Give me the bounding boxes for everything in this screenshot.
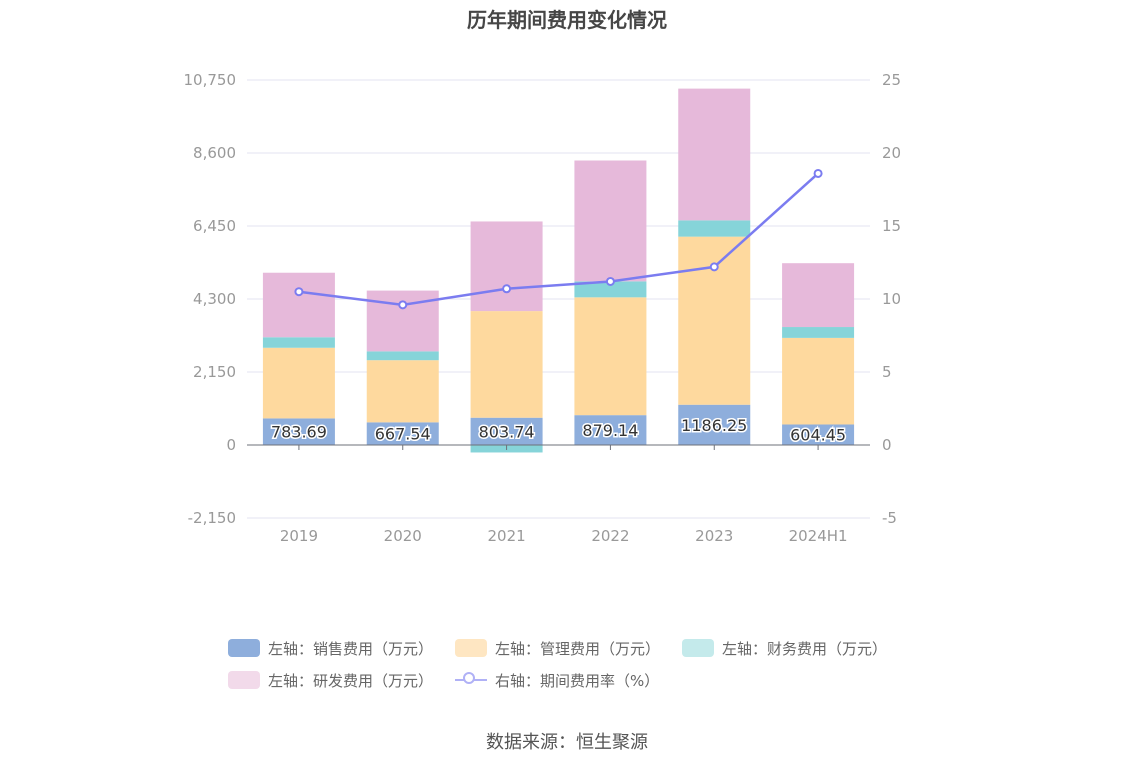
rate-point-2019 [294,287,304,297]
bar-admin-2021 [470,311,543,418]
right-tick-label: 20 [882,144,901,162]
right-tick-label: 5 [882,363,892,381]
legend-item-finance[interactable]: 左轴：财务费用（万元） [682,638,887,659]
rate-point-2020 [398,300,408,310]
bar-sales-2024H1 [782,424,855,445]
right-tick-label: 15 [882,217,901,235]
bar-sales-2022 [574,415,647,445]
bar-admin-2019 [262,347,335,419]
left-tick-label: 0 [226,436,236,454]
sales-data-label: 783.69 [271,423,327,442]
legend-swatch-rd [228,671,260,689]
bars-layer [262,88,855,453]
bar-rd-2024H1 [782,263,855,328]
left-tick-label: 4,300 [193,290,236,308]
right-tick-label: 10 [882,290,901,308]
left-tick-label: 8,600 [193,144,236,162]
bar-admin-2022 [574,297,647,416]
bar-rd-2019 [262,272,335,338]
bar-admin-2020 [366,360,439,423]
bar-rd-2023 [678,88,751,221]
bar-finance-2019 [262,337,335,348]
left-tick-label: -2,150 [188,509,236,527]
rate-line [298,172,819,307]
bar-admin-2023 [678,236,751,405]
legend-item-rd[interactable]: 左轴：研发费用（万元） [228,670,433,691]
right-tick-label: 0 [882,436,892,454]
legend-item-admin[interactable]: 左轴：管理费用（万元） [455,638,660,659]
bar-finance-2024H1 [782,327,855,338]
sales-data-label: 667.54 [375,425,431,444]
legend-item-rate[interactable]: 右轴：期间费用率（%） [455,670,659,691]
sales-data-label: 879.14 [582,421,638,440]
bar-admin-2024H1 [782,337,855,425]
rate-point-2024H1 [813,168,823,178]
left-tick-label: 2,150 [193,363,236,381]
bar-rd-2021 [470,221,543,312]
bar-finance-2022 [574,281,647,298]
rate-point-2022 [605,276,615,286]
grid-layer [247,79,870,519]
source-note: 数据来源：恒生聚源 [486,732,648,753]
legend-swatch-finance [682,639,715,657]
right-tick-label: 25 [882,71,901,89]
x-tick-label: 2023 [695,527,733,545]
sales-data-label: 604.45 [790,426,846,445]
sales-data-label: 803.74 [479,422,535,441]
legend-swatch-sales [228,639,260,657]
legend-label-rd: 左轴：研发费用（万元） [268,671,434,690]
x-tick-label: 2020 [384,527,422,545]
x-tick-label: 2024H1 [789,527,848,545]
chart-title: 历年期间费用变化情况 [467,8,667,32]
legend-swatch-rate [455,671,488,689]
legend-label-sales: 左轴：销售费用（万元） [268,639,434,658]
legend-label-admin: 左轴：管理费用（万元） [495,639,661,658]
rate-point-2023 [709,262,719,272]
legend-row-2: 左轴：研发费用（万元） 右轴：期间费用率（%） [228,664,928,696]
x-tick-label: 2021 [487,527,525,545]
legend-label-rate: 右轴：期间费用率（%） [495,671,660,690]
rate-point-2021 [502,284,512,294]
axis-layer: 10,750 8,600 6,450 4,300 2,150 0 -2,150 25 20 15 1… [184,71,902,545]
rate-line-layer [294,168,823,310]
legend-label-finance: 左轴：财务费用（万元） [722,639,888,658]
bar-sales-2023 [678,404,751,445]
legend-row-1: 左轴：销售费用（万元） 左轴：管理费用（万元） 左轴：财务费用（万元） [228,632,928,664]
left-tick-label: 10,750 [184,71,237,89]
legend-dot-rate [463,672,476,684]
bar-finance-2023 [678,220,751,237]
chart-canvas: 783.69 667.54 803.74 879.14 1186.25 604.45 10… [184,71,902,545]
legend-swatch-admin [455,639,488,657]
bar-sales-2021 [470,417,543,445]
bar-sales-2020 [366,422,439,445]
bar-finance-2020 [366,351,439,361]
sales-data-label: 1186.25 [681,416,747,435]
x-tick-label: 2022 [591,527,629,545]
x-tick-label: 2019 [280,527,318,545]
legend: 左轴：销售费用（万元） 左轴：管理费用（万元） 左轴：财务费用（万元） 左轴：研… [228,632,928,696]
left-tick-label: 6,450 [193,217,236,235]
right-tick-label: -5 [882,509,897,527]
data-labels-layer: 783.69 667.54 803.74 879.14 1186.25 604.45 [269,414,847,446]
bar-rd-2022 [574,160,647,282]
bar-sales-2019 [262,418,335,445]
legend-item-sales[interactable]: 左轴：销售费用（万元） [228,638,433,659]
